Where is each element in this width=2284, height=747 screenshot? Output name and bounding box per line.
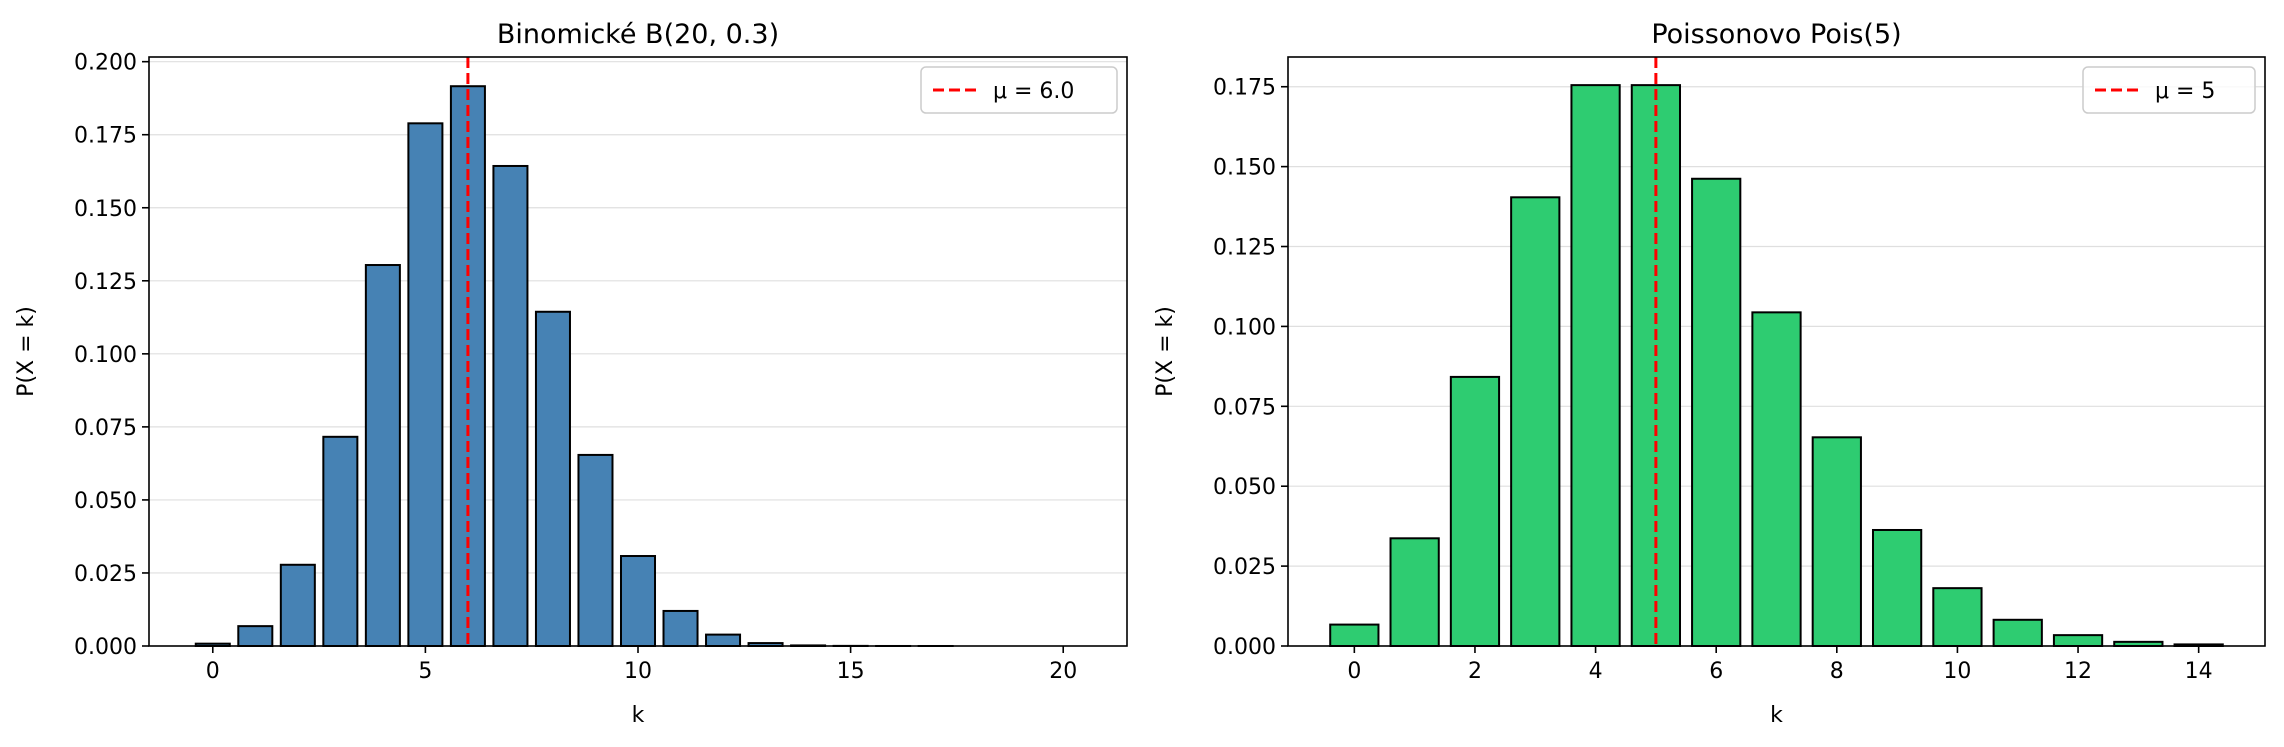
bar-k-8 xyxy=(1811,436,1862,647)
x-tick-label: 20 xyxy=(1049,659,1077,684)
x-tick-label: 14 xyxy=(2185,659,2213,684)
x-axis-label: k xyxy=(1770,703,1783,728)
legend-box xyxy=(920,66,1118,114)
x-tick-label: 4 xyxy=(1589,659,1603,684)
y-tick-label: 0.075 xyxy=(1213,395,1276,420)
bar-k-8 xyxy=(534,310,571,647)
x-tick-label: 12 xyxy=(2064,659,2092,684)
plot-frame xyxy=(1287,56,2266,647)
bar-k-1 xyxy=(1389,537,1440,647)
bar-k-11 xyxy=(1992,618,2043,648)
bar-k-4 xyxy=(1570,84,1621,647)
y-tick-label: 0.050 xyxy=(74,489,137,514)
bar-k-0 xyxy=(1329,623,1380,648)
bar-k-12 xyxy=(705,633,742,647)
y-tick-label: 0.025 xyxy=(74,562,137,587)
x-tick-label: 8 xyxy=(1830,659,1844,684)
y-tick-label: 0.175 xyxy=(1213,76,1276,101)
bar-k-2 xyxy=(279,563,316,647)
bar-k-3 xyxy=(1510,196,1561,647)
bar-k-2 xyxy=(1449,375,1501,647)
chart-title: Binomické B(20, 0.3) xyxy=(497,19,779,50)
bar-k-10 xyxy=(1932,587,1983,648)
y-tick-label: 0.150 xyxy=(1213,156,1276,181)
x-tick-label: 2 xyxy=(1468,659,1482,684)
y-axis-label: P(X = k) xyxy=(1153,306,1178,397)
x-tick-label: 0 xyxy=(206,659,220,684)
binomial-chart-panel: 0.000 0.025 0.050 0.075 0.100 0.125 0.150 0.175… xyxy=(14,19,1128,728)
y-tick-label: 0.125 xyxy=(1213,236,1276,261)
x-axis-label: k xyxy=(632,703,645,728)
y-tick-label: 0.175 xyxy=(74,124,137,149)
y-tick-label: 0.025 xyxy=(1213,555,1276,580)
bar-k-3 xyxy=(322,435,359,647)
bar-k-7 xyxy=(492,164,529,647)
y-tick-label: 0.125 xyxy=(74,270,137,295)
x-tick-label: 10 xyxy=(1943,659,1971,684)
poisson-chart-panel: 0.000 0.025 0.050 0.075 0.100 0.125 0.150 0.175… xyxy=(1153,19,2266,728)
y-tick-label: 0.100 xyxy=(74,343,137,368)
y-axis-label: P(X = k) xyxy=(14,306,39,397)
y-tick-label: 0.000 xyxy=(74,635,137,660)
x-tick-label: 15 xyxy=(837,659,865,684)
y-tick-label: 0.000 xyxy=(1213,635,1276,660)
bar-k-6 xyxy=(1691,177,1742,648)
y-tick-label: 0.100 xyxy=(1213,315,1276,340)
x-tick-label: 10 xyxy=(624,659,652,684)
legend-label: μ = 6.0 xyxy=(993,79,1074,104)
y-tick-label: 0.075 xyxy=(74,416,137,441)
x-tick-label: 6 xyxy=(1709,659,1723,684)
bar-k-4 xyxy=(364,264,401,647)
bar-k-12 xyxy=(2052,634,2104,648)
bar-k-9 xyxy=(577,453,614,647)
y-tick-label: 0.150 xyxy=(74,197,137,222)
bar-k-1 xyxy=(237,625,274,647)
x-tick-label: 0 xyxy=(1347,659,1361,684)
y-tick-label: 0.050 xyxy=(1213,475,1276,500)
legend-box xyxy=(2082,66,2256,114)
chart-title: Poissonovo Pois(5) xyxy=(1651,19,1901,50)
x-tick-label: 5 xyxy=(418,659,432,684)
legend-label: μ = 5 xyxy=(2155,79,2215,104)
bar-k-7 xyxy=(1751,311,1802,647)
bar-k-9 xyxy=(1871,528,1923,647)
bar-k-5 xyxy=(407,122,444,648)
bar-k-11 xyxy=(662,609,699,648)
y-tick-label: 0.200 xyxy=(74,51,137,76)
bar-k-10 xyxy=(619,555,657,648)
